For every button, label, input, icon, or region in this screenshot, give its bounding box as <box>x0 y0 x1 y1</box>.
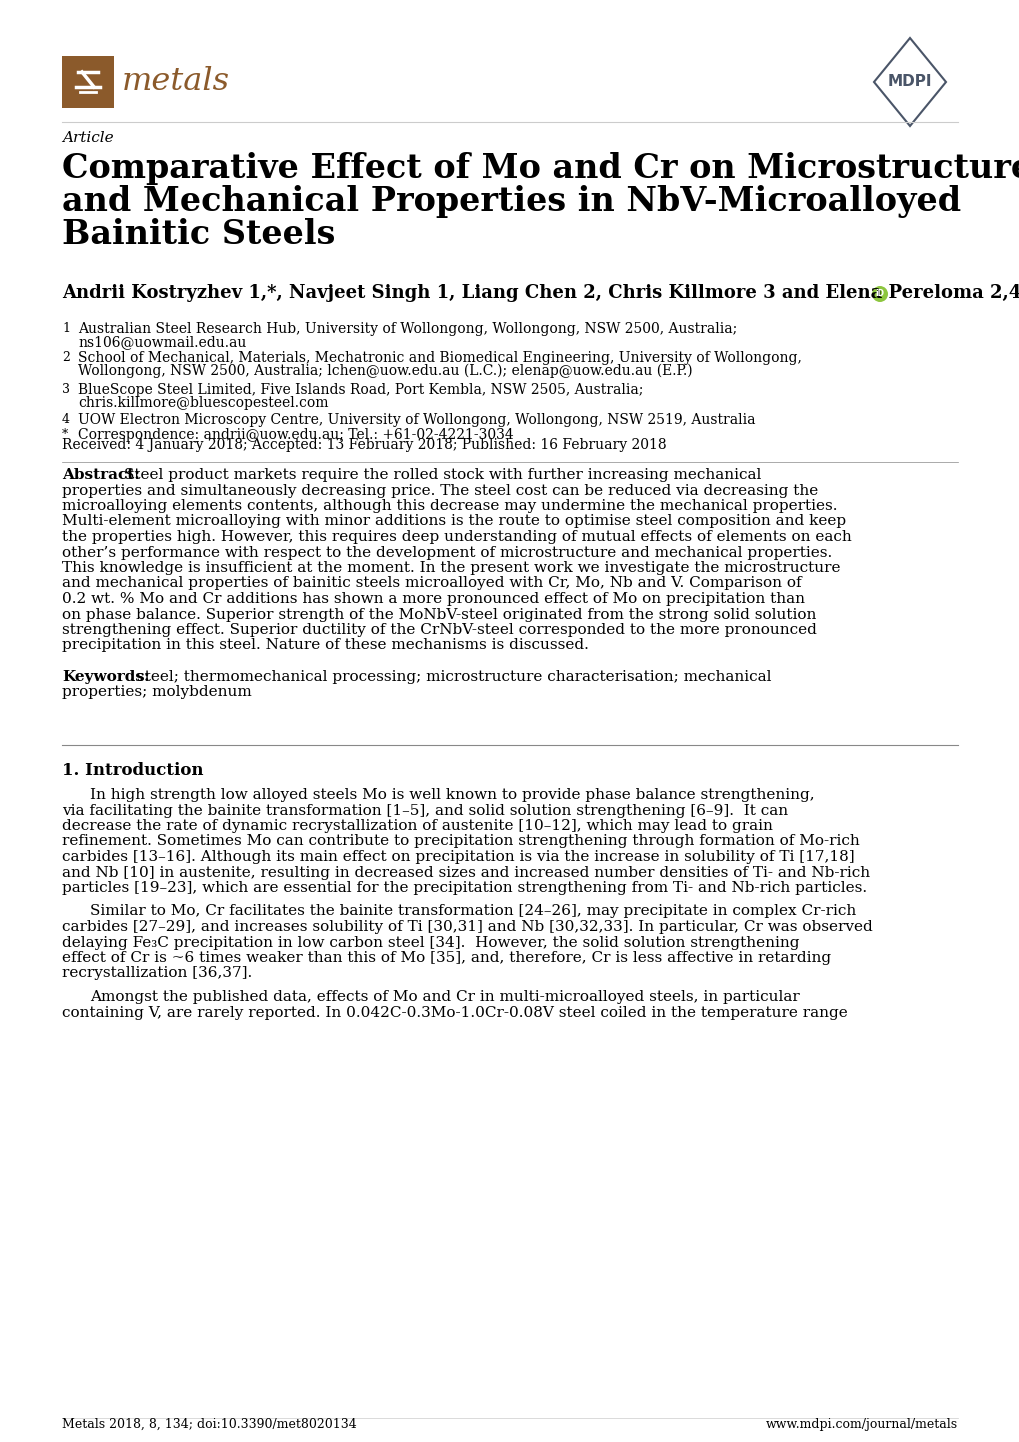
Text: 1: 1 <box>62 322 70 335</box>
Text: ns106@uowmail.edu.au: ns106@uowmail.edu.au <box>77 335 247 349</box>
Text: In high strength low alloyed steels Mo is well known to provide phase balance st: In high strength low alloyed steels Mo i… <box>90 787 814 802</box>
Text: Received: 4 January 2018; Accepted: 13 February 2018; Published: 16 February 201: Received: 4 January 2018; Accepted: 13 F… <box>62 438 666 451</box>
Text: precipitation in this steel. Nature of these mechanisms is discussed.: precipitation in this steel. Nature of t… <box>62 639 588 652</box>
Text: Metals 2018, 8, 134; doi:10.3390/met8020134: Metals 2018, 8, 134; doi:10.3390/met8020… <box>62 1417 357 1430</box>
Text: Comparative Effect of Mo and Cr on Microstructure: Comparative Effect of Mo and Cr on Micro… <box>62 151 1019 185</box>
Text: Bainitic Steels: Bainitic Steels <box>62 218 335 251</box>
Text: Australian Steel Research Hub, University of Wollongong, Wollongong, NSW 2500, A: Australian Steel Research Hub, Universit… <box>77 322 737 336</box>
Text: Article: Article <box>62 131 113 146</box>
Text: Multi-element microalloying with minor additions is the route to optimise steel : Multi-element microalloying with minor a… <box>62 515 846 529</box>
FancyBboxPatch shape <box>62 56 114 108</box>
Text: School of Mechanical, Materials, Mechatronic and Biomedical Engineering, Univers: School of Mechanical, Materials, Mechatr… <box>77 350 801 365</box>
Text: 3: 3 <box>62 384 70 397</box>
Text: www.mdpi.com/journal/metals: www.mdpi.com/journal/metals <box>765 1417 957 1430</box>
Text: other’s performance with respect to the development of microstructure and mechan: other’s performance with respect to the … <box>62 545 832 559</box>
Text: Steel product markets require the rolled stock with further increasing mechanica: Steel product markets require the rolled… <box>124 469 760 482</box>
Text: delaying Fe₃C precipitation in low carbon steel [34].  However, the solid soluti: delaying Fe₃C precipitation in low carbo… <box>62 936 799 949</box>
Text: Similar to Mo, Cr facilitates the bainite transformation [24–26], may precipitat: Similar to Mo, Cr facilitates the bainit… <box>90 904 855 919</box>
Text: Abstract:: Abstract: <box>62 469 140 482</box>
Text: refinement. Sometimes Mo can contribute to precipitation strengthening through f: refinement. Sometimes Mo can contribute … <box>62 835 859 848</box>
Text: properties; molybdenum: properties; molybdenum <box>62 685 252 699</box>
Text: effect of Cr is ~6 times weaker than this of Mo [35], and, therefore, Cr is less: effect of Cr is ~6 times weaker than thi… <box>62 952 830 965</box>
Text: decrease the rate of dynamic recrystallization of austenite [10–12], which may l: decrease the rate of dynamic recrystalli… <box>62 819 772 833</box>
Text: 4: 4 <box>62 412 70 425</box>
Text: This knowledge is insufficient at the moment. In the present work we investigate: This knowledge is insufficient at the mo… <box>62 561 840 575</box>
Text: microalloying elements contents, although this decrease may undermine the mechan: microalloying elements contents, althoug… <box>62 499 837 513</box>
Text: on phase balance. Superior strength of the MoNbV-steel originated from the stron: on phase balance. Superior strength of t… <box>62 607 815 622</box>
Text: Correspondence: andrii@uow.edu.au; Tel.: +61-02-4221-3034: Correspondence: andrii@uow.edu.au; Tel.:… <box>77 428 514 443</box>
Text: chris.killmore@bluescopesteel.com: chris.killmore@bluescopesteel.com <box>77 397 328 410</box>
Text: Andrii Kostryzhev 1,*, Navjeet Singh 1, Liang Chen 2, Chris Killmore 3 and Elena: Andrii Kostryzhev 1,*, Navjeet Singh 1, … <box>62 284 1019 301</box>
Text: *: * <box>62 428 68 441</box>
Text: the properties high. However, this requires deep understanding of mutual effects: the properties high. However, this requi… <box>62 531 851 544</box>
Text: steel; thermomechanical processing; microstructure characterisation; mechanical: steel; thermomechanical processing; micr… <box>137 669 770 684</box>
Text: carbides [27–29], and increases solubility of Ti [30,31] and Nb [30,32,33]. In p: carbides [27–29], and increases solubili… <box>62 920 872 934</box>
Text: and mechanical properties of bainitic steels microalloyed with Cr, Mo, Nb and V.: and mechanical properties of bainitic st… <box>62 577 801 591</box>
Text: Keywords:: Keywords: <box>62 669 150 684</box>
Text: recrystallization [36,37].: recrystallization [36,37]. <box>62 966 252 981</box>
Text: BlueScope Steel Limited, Five Islands Road, Port Kembla, NSW 2505, Australia;: BlueScope Steel Limited, Five Islands Ro… <box>77 384 643 397</box>
Text: iD: iD <box>874 290 883 298</box>
Text: via facilitating the bainite transformation [1–5], and solid solution strengthen: via facilitating the bainite transformat… <box>62 803 788 818</box>
Text: and Mechanical Properties in NbV-Microalloyed: and Mechanical Properties in NbV-Microal… <box>62 185 960 218</box>
Text: metals: metals <box>122 66 229 98</box>
Text: Wollongong, NSW 2500, Australia; lchen@uow.edu.au (L.C.); elenap@uow.edu.au (E.P: Wollongong, NSW 2500, Australia; lchen@u… <box>77 363 692 378</box>
Text: 0.2 wt. % Mo and Cr additions has shown a more pronounced effect of Mo on precip: 0.2 wt. % Mo and Cr additions has shown … <box>62 593 804 606</box>
Text: 1. Introduction: 1. Introduction <box>62 761 204 779</box>
Text: UOW Electron Microscopy Centre, University of Wollongong, Wollongong, NSW 2519, : UOW Electron Microscopy Centre, Universi… <box>77 412 755 427</box>
Text: 2: 2 <box>62 350 70 363</box>
Text: particles [19–23], which are essential for the precipitation strengthening from : particles [19–23], which are essential f… <box>62 881 866 895</box>
Text: containing V, are rarely reported. In 0.042C-0.3Mo-1.0Cr-0.08V steel coiled in t: containing V, are rarely reported. In 0.… <box>62 1005 847 1019</box>
Text: carbides [13–16]. Although its main effect on precipitation is via the increase : carbides [13–16]. Although its main effe… <box>62 849 854 864</box>
Text: and Nb [10] in austenite, resulting in decreased sizes and increased number dens: and Nb [10] in austenite, resulting in d… <box>62 865 869 880</box>
Circle shape <box>871 286 888 301</box>
Text: Amongst the published data, effects of Mo and Cr in multi-microalloyed steels, i: Amongst the published data, effects of M… <box>90 991 799 1004</box>
Text: MDPI: MDPI <box>887 75 931 89</box>
Text: properties and simultaneously decreasing price. The steel cost can be reduced vi: properties and simultaneously decreasing… <box>62 483 817 497</box>
Text: strengthening effect. Superior ductility of the CrNbV-steel corresponded to the : strengthening effect. Superior ductility… <box>62 623 816 637</box>
